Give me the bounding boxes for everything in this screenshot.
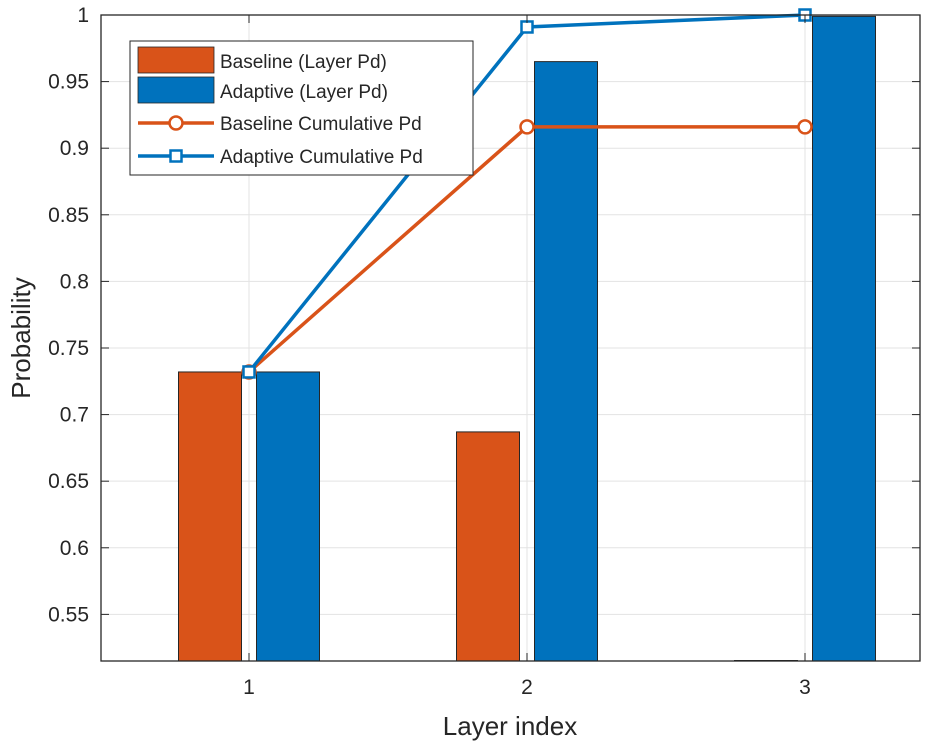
- point-baseline-cumulative-2: [519, 119, 535, 135]
- lines: [241, 8, 813, 380]
- legend-label-baseline-layer: Baseline (Layer Pd): [220, 52, 387, 73]
- y-tick-label: 0.65: [48, 470, 89, 493]
- x-tick-label: 2: [521, 676, 533, 699]
- legend-marker-adaptive-cumulative: [169, 149, 183, 163]
- bar-adaptive-3: [812, 15, 876, 662]
- bar-baseline-1: [178, 371, 242, 662]
- y-tick-label: 0.9: [60, 137, 89, 160]
- legend-swatch-adaptive-layer: [137, 76, 215, 104]
- bar-baseline-2: [456, 431, 520, 662]
- point-baseline-cumulative-3: [797, 119, 813, 135]
- legend-label-adaptive-cumulative: Adaptive Cumulative Pd: [220, 147, 423, 168]
- axes: [100, 14, 921, 662]
- y-tick-label: 0.6: [60, 537, 89, 560]
- legend-marker-baseline-cumulative: [168, 115, 184, 131]
- bar-adaptive-2: [534, 61, 598, 662]
- y-tick-label: 0.8: [60, 270, 89, 293]
- legend-label-baseline-cumulative: Baseline Cumulative Pd: [220, 114, 422, 135]
- legend: Baseline (Layer Pd) Adaptive (Layer Pd) …: [129, 40, 474, 176]
- y-tick-label: 0.7: [60, 404, 89, 427]
- x-tick-label: 3: [799, 676, 811, 699]
- legend-label-adaptive-layer: Adaptive (Layer Pd): [220, 82, 388, 103]
- point-adaptive-cumulative-1: [242, 365, 256, 379]
- x-tick-label: 1: [243, 676, 255, 699]
- bars: [178, 15, 876, 662]
- x-axis-ticks: 1 2 3: [243, 15, 811, 699]
- point-adaptive-cumulative-2: [520, 20, 534, 34]
- bar-adaptive-1: [256, 371, 320, 662]
- y-tick-label: 0.55: [48, 603, 89, 626]
- legend-swatch-baseline-layer: [137, 46, 215, 74]
- y-axis-ticks: 0.55 0.6 0.65 0.7 0.75 0.8 0.85 0.9 0.95 1: [48, 4, 920, 626]
- plot-area-frame: [100, 14, 921, 662]
- x-axis-label: Layer index: [443, 711, 577, 741]
- y-axis-label: Probability: [6, 277, 36, 398]
- y-tick-label: 0.95: [48, 71, 89, 94]
- y-tick-label: 1: [77, 4, 89, 27]
- y-tick-label: 0.75: [48, 337, 89, 360]
- y-tick-label: 0.85: [48, 204, 89, 227]
